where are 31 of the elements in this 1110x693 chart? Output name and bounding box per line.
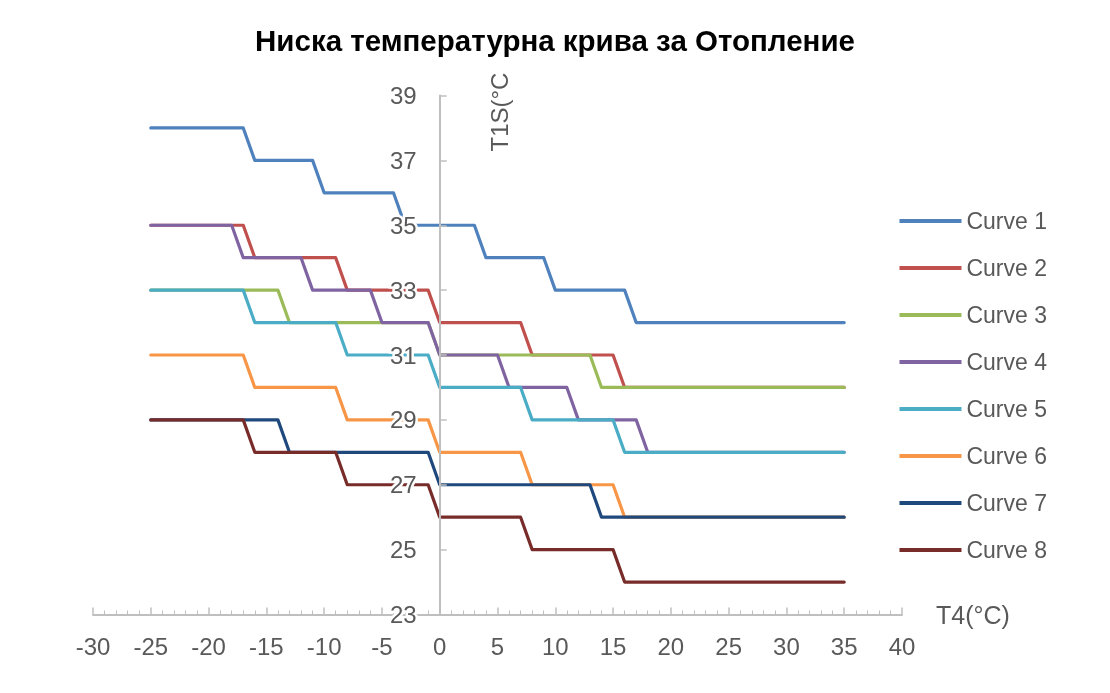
chart-title: Ниска температурна крива за Отопление: [255, 23, 855, 57]
legend-label: Curve 6: [966, 443, 1048, 469]
x-axis-title: T4(°C): [936, 600, 1010, 629]
y-tick-label: 35: [390, 211, 417, 239]
legend-label: Curve 2: [966, 255, 1048, 281]
y-axis-title: T1S(°C: [486, 72, 514, 152]
legend-label: Curve 1: [966, 208, 1048, 234]
x-tick-label: -10: [306, 633, 342, 660]
x-tick-label: -15: [249, 633, 284, 660]
x-tick-label: 10: [541, 633, 569, 660]
legend-label: Curve 7: [966, 490, 1048, 516]
x-tick-label: 0: [433, 633, 447, 660]
x-tick-label: 25: [715, 633, 742, 660]
y-tick-label: 37: [390, 146, 417, 174]
legend-label: Curve 4: [966, 349, 1048, 375]
legend-label: Curve 5: [966, 396, 1048, 422]
y-tick-label: 39: [390, 82, 417, 109]
x-tick-label: 30: [773, 633, 800, 660]
x-tick-label: 40: [888, 633, 916, 660]
x-tick-label: 20: [657, 633, 685, 660]
y-tick-label: 25: [390, 536, 417, 564]
y-tick-label: 23: [390, 601, 417, 628]
legend-label: Curve 3: [966, 302, 1048, 328]
x-tick-label: -20: [191, 633, 226, 660]
x-tick-label: -5: [371, 633, 393, 660]
x-tick-label: 35: [830, 633, 858, 660]
x-tick-label: 15: [599, 633, 627, 660]
legend-label: Curve 8: [966, 537, 1048, 563]
x-tick-label: 5: [490, 633, 505, 660]
x-tick-label: -30: [75, 633, 111, 660]
x-tick-label: -25: [133, 633, 169, 660]
